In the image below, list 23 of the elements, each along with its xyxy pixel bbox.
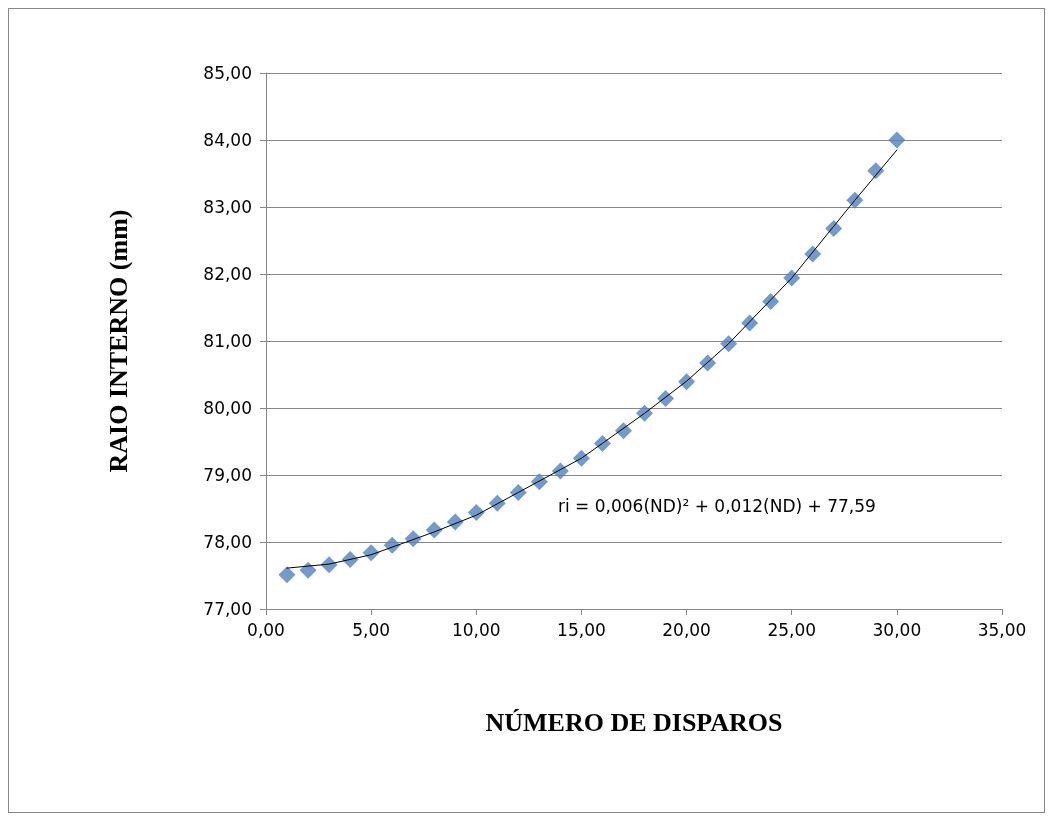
y-tick-label: 79,00	[203, 465, 252, 485]
y-tick-label: 84,00	[203, 130, 252, 150]
x-tick-label: 0,00	[247, 619, 285, 640]
y-tick-label: 78,00	[203, 532, 252, 552]
y-axis-title: RAIO INTERNO (mm)	[103, 209, 133, 473]
y-tick-label: 82,00	[203, 264, 252, 284]
point	[888, 131, 906, 149]
y-tick-label: 80,00	[203, 398, 252, 418]
x-tick-label: 5,00	[352, 619, 391, 640]
y-tick-label: 83,00	[203, 197, 252, 217]
y-tick-label: 85,00	[203, 63, 252, 83]
annotation: ri = 0,006(ND)² + 0,012(ND) + 77,59	[558, 495, 876, 516]
point	[278, 566, 296, 584]
x-tick-label: 20,00	[662, 619, 711, 640]
x-tick-label: 30,00	[872, 619, 922, 640]
x-tick-label: 10,00	[451, 619, 501, 640]
x-tick-label: 15,00	[557, 619, 606, 640]
point	[299, 561, 317, 579]
x-axis-title: NÚMERO DE DISPAROS	[485, 707, 783, 737]
x-tick-label: 25,00	[767, 619, 817, 640]
x-tick-label: 35,00	[977, 619, 1027, 640]
y-tick-label: 81,00	[203, 331, 252, 351]
y-tick-label: 77,00	[203, 599, 252, 619]
